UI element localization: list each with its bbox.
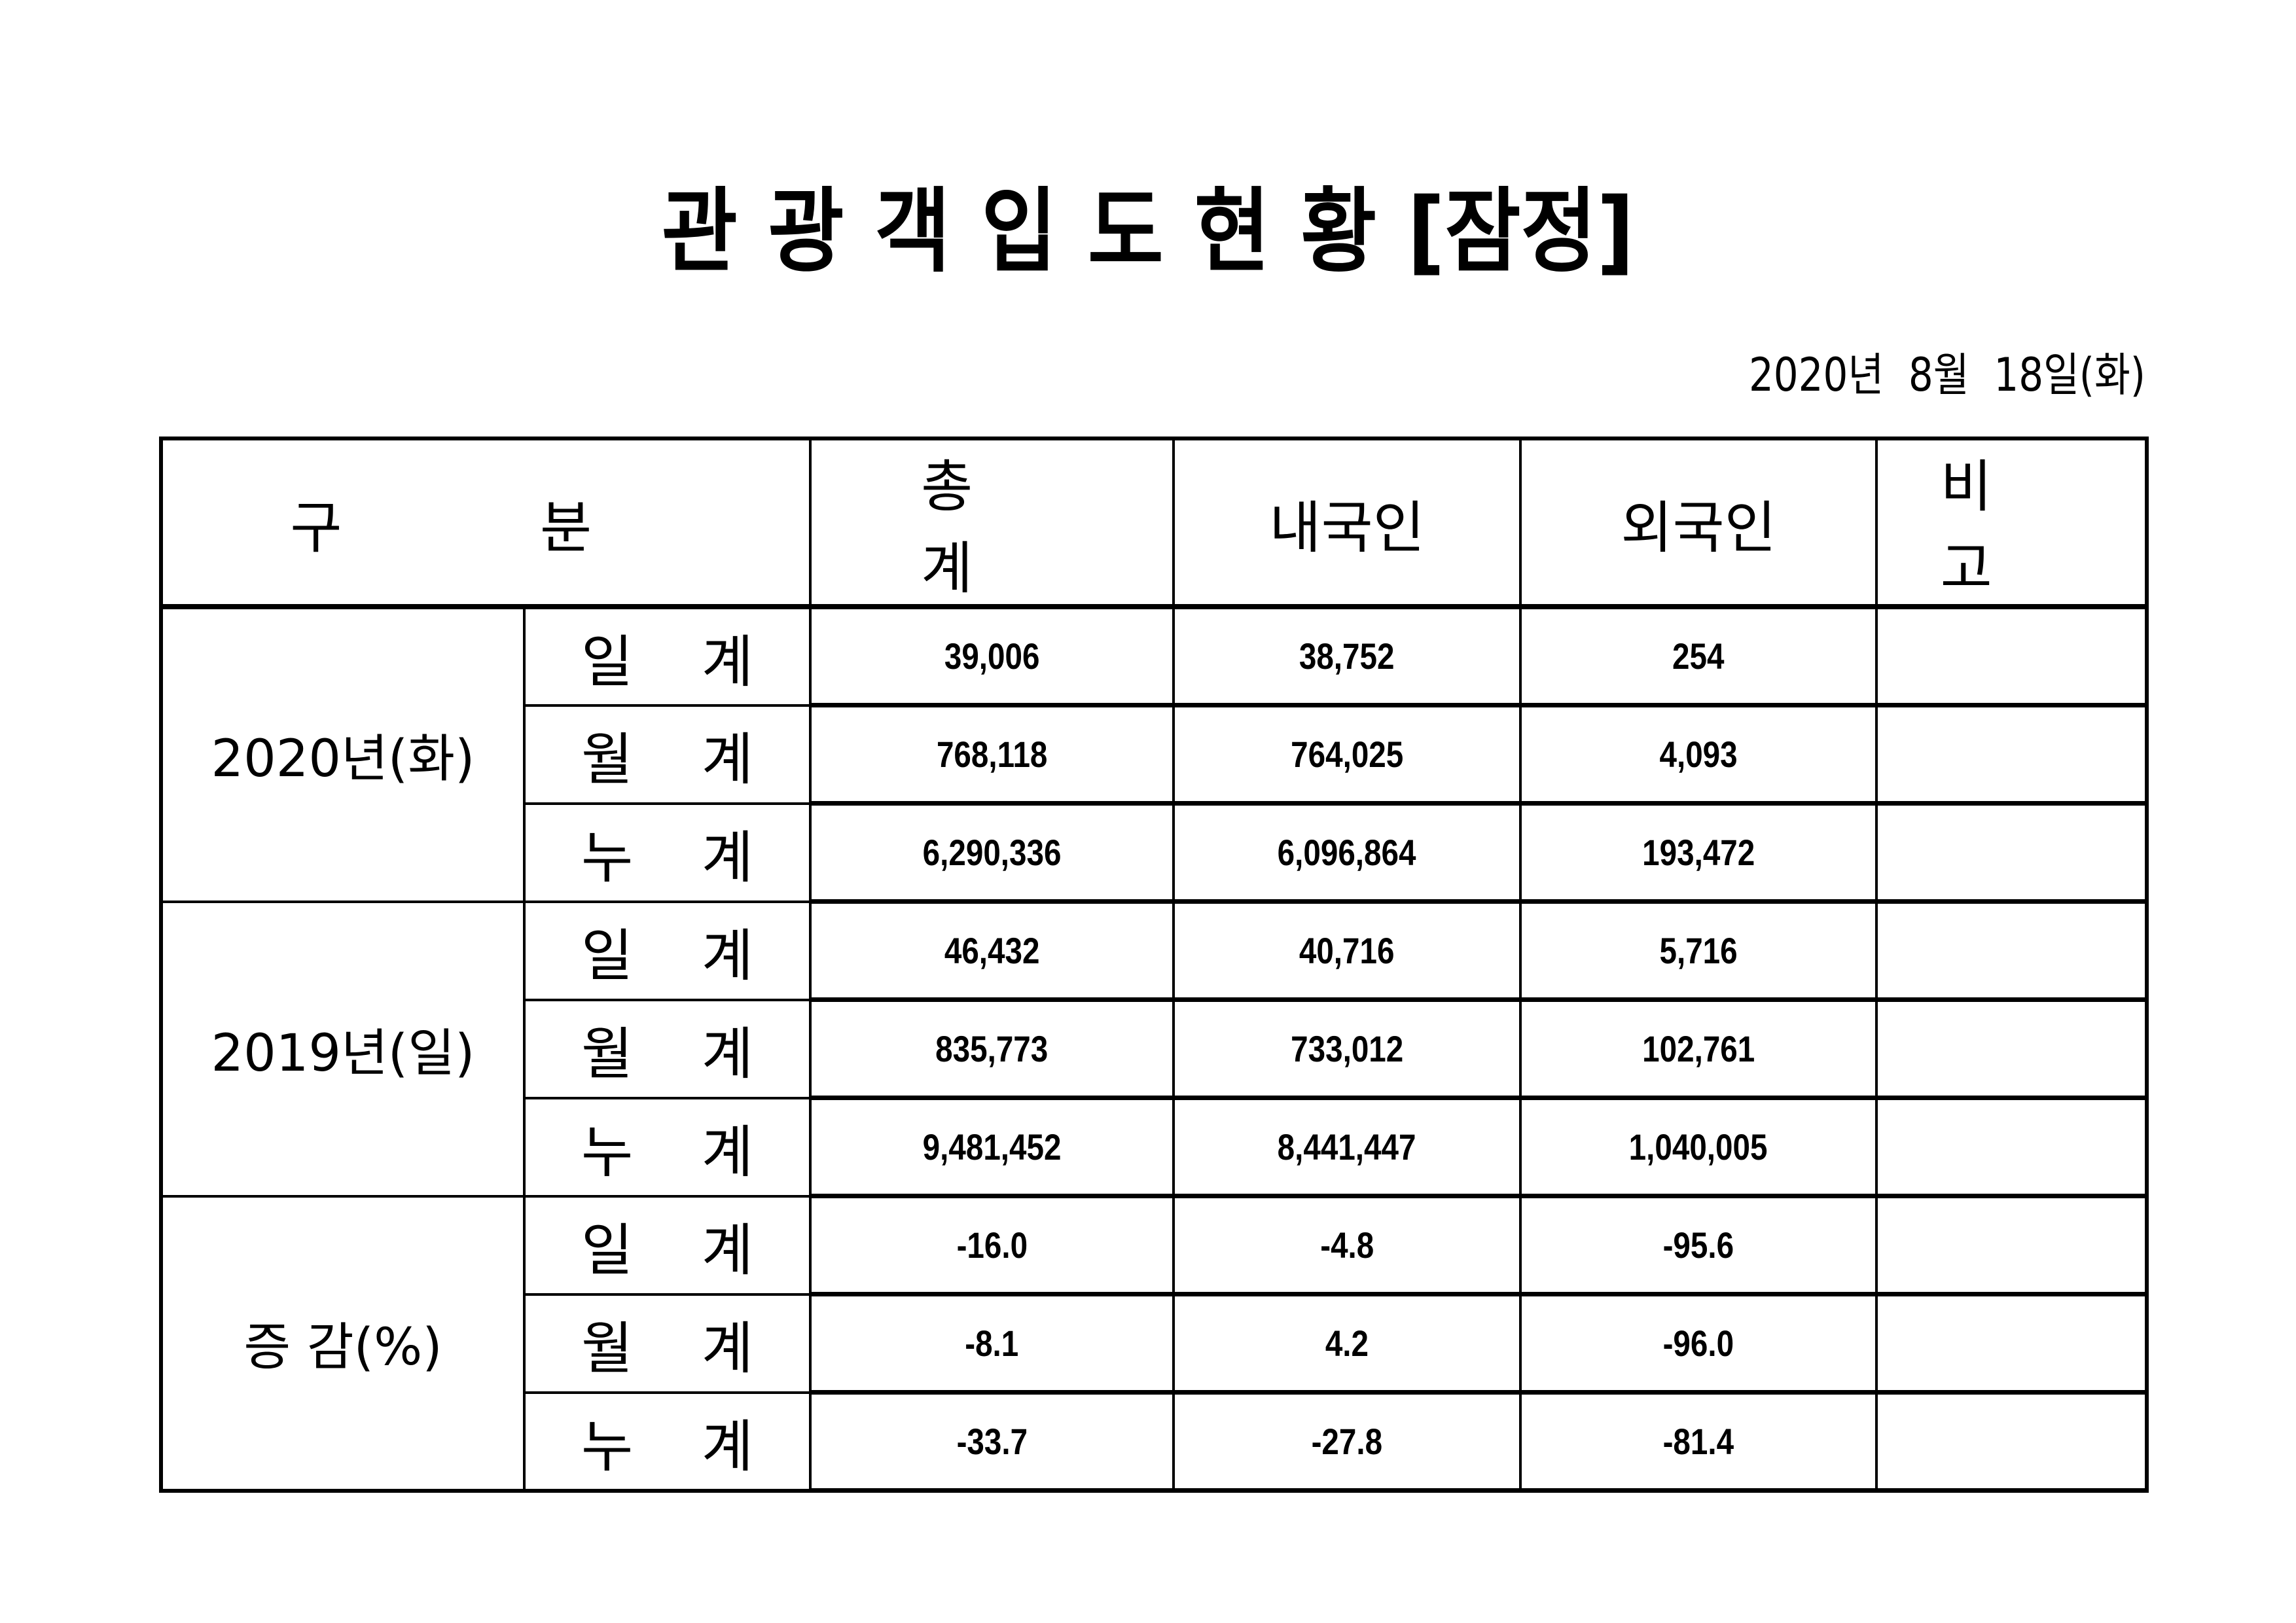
table-row: 2019년(일) 일 계 46,432 40,716 5,716	[160, 900, 2149, 1198]
report-date: 2020년 8월 18일(화)	[1748, 348, 2145, 402]
cell-remarks	[1875, 998, 2149, 1100]
cell-remarks	[1875, 1096, 2149, 1198]
cell-foreign: -96.0	[1519, 1293, 1878, 1395]
header-row: 구 분 총 계 내국인 외국인 비 고	[159, 437, 2149, 609]
cell-foreign: -95.6	[1519, 1194, 1878, 1296]
group-label: 2020년(화)	[160, 605, 526, 903]
cell-total: -16.0	[809, 1194, 1175, 1296]
title-char: 광	[768, 179, 844, 285]
row-sub-label: 누 계	[522, 1096, 812, 1198]
header-total: 총 계	[809, 437, 1175, 609]
group-label: 증 감(%)	[160, 1194, 526, 1492]
cell-remarks	[1875, 1194, 2149, 1296]
header-category: 구 분	[159, 437, 812, 609]
cell-total: 768,118	[809, 704, 1175, 806]
title-char: 객	[874, 179, 951, 285]
cell-remarks	[1875, 1391, 2149, 1493]
cell-domestic: 764,025	[1172, 704, 1522, 806]
cell-foreign: 193,472	[1519, 802, 1878, 904]
page-title: 관 광 객 입 도 현 황 [잠정]	[115, 177, 2181, 288]
cell-total: 39,006	[809, 605, 1175, 707]
row-sub-label: 누 계	[522, 1391, 812, 1492]
cell-domestic: 733,012	[1172, 998, 1522, 1100]
tourist-arrivals-table: 구 분 총 계 내국인 외국인 비 고 2020년(화) 일 계 39,006 …	[159, 437, 2149, 1493]
cell-remarks	[1875, 900, 2149, 1002]
cell-total: 835,773	[809, 998, 1175, 1100]
cell-remarks	[1875, 802, 2149, 904]
cell-foreign: 1,040,005	[1519, 1096, 1878, 1198]
table-row: 누 계 9,481,452 8,441,447 1,040,005	[161, 1096, 2149, 1198]
table-row: 월 계 -8.1 4.2 -96.0	[161, 1293, 2149, 1395]
title-char: 관	[661, 179, 738, 285]
table-row: 누 계 -33.7 -27.8 -81.4	[161, 1391, 2149, 1493]
cell-foreign: -81.4	[1519, 1391, 1878, 1493]
cell-foreign: 4,093	[1519, 704, 1878, 806]
header-category-label: 구 분	[290, 495, 682, 561]
cell-total: 46,432	[809, 900, 1175, 1002]
title-char: 입	[981, 179, 1058, 285]
title-char: 도	[1087, 179, 1164, 285]
row-sub-label: 누 계	[522, 802, 812, 903]
row-sub-label: 일 계	[522, 900, 812, 1001]
cell-total: 6,290,336	[809, 802, 1175, 904]
header-domestic: 내국인	[1172, 437, 1522, 609]
row-sub-label: 일 계	[522, 605, 812, 707]
group-label: 2019년(일)	[160, 900, 526, 1198]
row-sub-label: 월 계	[522, 998, 812, 1099]
row-sub-label: 일 계	[522, 1194, 812, 1296]
table-row: 월 계 768,118 764,025 4,093	[161, 704, 2149, 806]
table-row: 월 계 835,773 733,012 102,761	[161, 998, 2149, 1100]
cell-remarks	[1875, 1293, 2149, 1395]
cell-remarks	[1875, 704, 2149, 806]
header-remarks: 비 고	[1875, 437, 2149, 609]
title-char: [잠정]	[1407, 179, 1635, 285]
table-row: 2020년(화) 일 계 39,006 38,752 254	[160, 605, 2149, 903]
cell-domestic: 40,716	[1172, 900, 1522, 1002]
header-foreign: 외국인	[1519, 437, 1878, 609]
row-sub-label: 월 계	[522, 704, 812, 805]
cell-foreign: 5,716	[1519, 900, 1878, 1002]
cell-domestic: 4.2	[1172, 1293, 1522, 1395]
header-remarks-label: 비 고	[1940, 454, 2083, 601]
cell-domestic: -4.8	[1172, 1194, 1522, 1296]
header-total-label: 총 계	[921, 454, 1063, 601]
cell-foreign: 254	[1519, 605, 1878, 707]
table-row: 누 계 6,290,336 6,096,864 193,472	[161, 802, 2149, 904]
row-sub-label: 월 계	[522, 1293, 812, 1394]
title-char: 황	[1300, 179, 1377, 285]
cell-domestic: 8,441,447	[1172, 1096, 1522, 1198]
cell-total: -8.1	[809, 1293, 1175, 1395]
table-row: 증 감(%) 일 계 -16.0 -4.8 -95.6	[160, 1194, 2149, 1492]
cell-remarks	[1875, 605, 2149, 707]
cell-total: 9,481,452	[809, 1096, 1175, 1198]
cell-domestic: 6,096,864	[1172, 802, 1522, 904]
cell-domestic: -27.8	[1172, 1391, 1522, 1493]
cell-foreign: 102,761	[1519, 998, 1878, 1100]
title-char: 현	[1194, 179, 1270, 285]
cell-domestic: 38,752	[1172, 605, 1522, 707]
cell-total: -33.7	[809, 1391, 1175, 1493]
